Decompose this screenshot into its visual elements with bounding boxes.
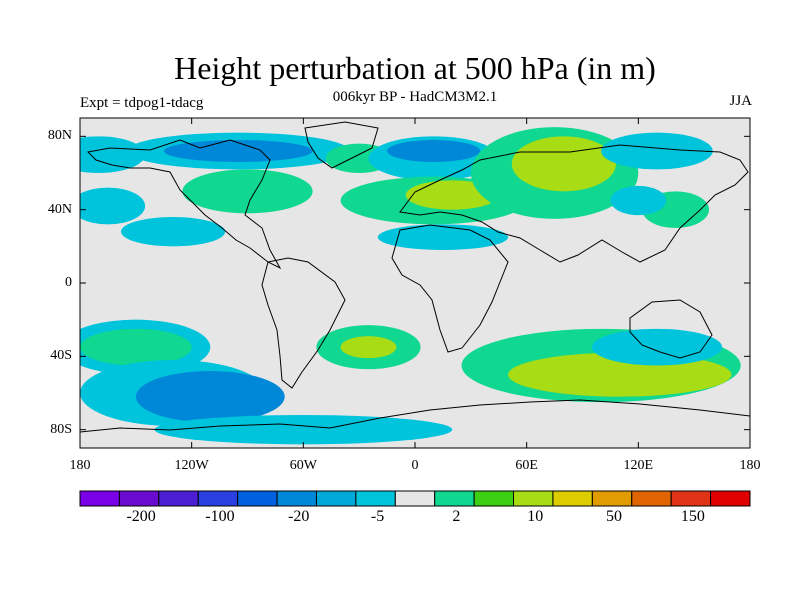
contour-region-11: [377, 224, 509, 251]
contour-region-18: [80, 328, 192, 366]
colorbar-swatch-14: [631, 490, 672, 507]
colorbar-swatch-15: [670, 490, 712, 507]
contour-region-5: [120, 217, 226, 247]
lon-label-6: 180: [739, 458, 761, 473]
colorbar-label-7: 150: [680, 508, 705, 525]
coast-south-america: [261, 257, 346, 389]
colorbar-label-0: -200: [126, 508, 156, 525]
colorbar-label-4: 2: [452, 508, 461, 525]
coastline-layer: [80, 121, 750, 433]
colorbar-swatch-10: [473, 490, 515, 507]
lon-label-1: 120W: [174, 458, 209, 473]
colorbar-swatch-1: [118, 490, 160, 507]
colorbar-swatch-8: [394, 490, 436, 507]
axis-ticks: [79, 118, 751, 448]
lat-label-3: 40S: [50, 348, 72, 364]
colorbar-swatch-16: [710, 490, 751, 507]
contour-region-26: [154, 415, 453, 445]
colorbar-swatch-3: [197, 490, 239, 507]
contour-fill-layer: [80, 127, 741, 445]
chart-subtitle: 006kyr BP - HadCM3M2.1: [332, 89, 498, 105]
chart-title: Height perturbation at 500 hPa (in m): [174, 50, 656, 86]
lat-label-1: 40N: [47, 201, 72, 217]
lat-label-4: 80S: [50, 421, 72, 437]
season-label: JJA: [729, 93, 752, 109]
colorbar-label-2: -20: [288, 508, 310, 525]
contour-region-3: [80, 187, 146, 225]
coast-australia: [629, 299, 713, 359]
contour-region-22: [340, 336, 397, 359]
colorbar-swatch-2: [158, 490, 199, 507]
colorbar-swatch-6: [315, 490, 357, 507]
coast-greenland: [304, 121, 379, 169]
lon-label-0: 180: [69, 458, 91, 473]
colorbar-swatch-11: [513, 490, 554, 507]
lat-label-0: 80N: [47, 128, 72, 144]
contour-region-2: [163, 140, 313, 162]
contour-region-14: [601, 132, 713, 170]
colorbar: [79, 490, 751, 507]
coast-africa: [391, 224, 509, 353]
colorbar-label-3: -5: [370, 508, 385, 525]
experiment-label: Expt = tdpog1-tdacg: [80, 95, 204, 111]
colorbar-swatch-0: [79, 490, 120, 507]
contour-region-25: [591, 328, 723, 366]
lon-label-4: 60E: [515, 458, 538, 473]
contour-region-8: [387, 140, 481, 162]
coast-north-america: [86, 139, 282, 270]
contour-region-13: [511, 136, 616, 192]
colorbar-label-6: 50: [606, 508, 623, 525]
colorbar-swatch-12: [552, 490, 593, 507]
colorbar-label-1: -100: [205, 508, 235, 525]
colorbar-swatch-9: [434, 490, 475, 507]
colorbar-swatch-13: [591, 490, 633, 507]
coast-antarctica: [80, 399, 750, 433]
colorbar-label-5: 10: [527, 508, 544, 525]
coast-eurasia: [399, 144, 749, 263]
colorbar-swatch-5: [276, 490, 317, 507]
lat-label-2: 0: [65, 275, 72, 290]
lon-label-3: 0: [411, 458, 419, 473]
contour-region-0: [80, 136, 146, 173]
contour-region-16: [610, 185, 667, 216]
contour-region-20: [135, 371, 285, 423]
colorbar-swatch-4: [237, 490, 278, 507]
contour-region-4: [182, 169, 313, 214]
lon-label-5: 120E: [623, 458, 654, 473]
lon-label-2: 60W: [289, 458, 317, 473]
colorbar-swatch-7: [355, 490, 396, 507]
